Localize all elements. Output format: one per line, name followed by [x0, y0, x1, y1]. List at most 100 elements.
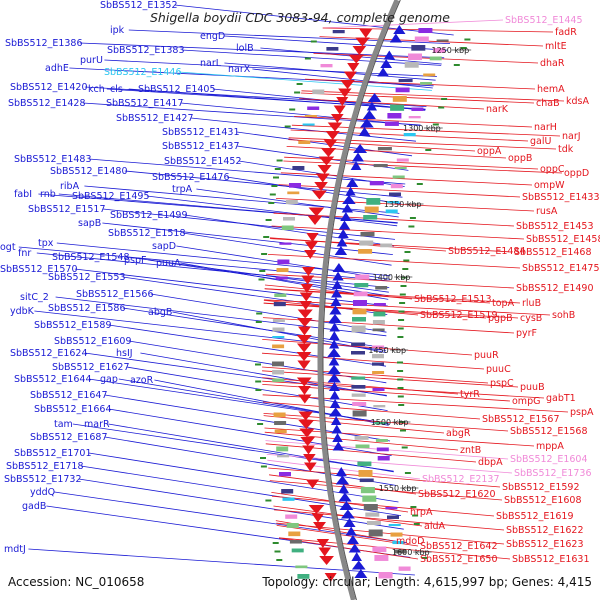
- annotation-box: [436, 39, 449, 42]
- plus-feature-arrow: [300, 437, 316, 446]
- left-feature-label: SbBS512_E1437: [162, 141, 240, 152]
- right-connector: [300, 92, 535, 104]
- minus-feature-arrow: [328, 382, 340, 391]
- plus-feature-arrow: [299, 428, 315, 438]
- gc-dash: [402, 268, 409, 270]
- annotation-box: [277, 455, 289, 458]
- gc-dash: [421, 557, 428, 559]
- gc-dash: [398, 404, 405, 406]
- left-feature-label: SbBS512_E1589: [34, 320, 112, 331]
- right-feature-label: SbBS512_E1513: [414, 294, 492, 305]
- right-connector: [262, 339, 473, 356]
- right-connector: [271, 225, 525, 240]
- annotation-box: [373, 311, 386, 317]
- annotation-box: [332, 30, 345, 34]
- gc-dash: [284, 125, 291, 128]
- gc-dash: [276, 559, 283, 561]
- minus-feature-arrow: [327, 373, 341, 383]
- right-feature-label: SbBS512_E1608: [504, 495, 582, 506]
- left-connector: [104, 436, 396, 486]
- annotation-box: [378, 572, 393, 579]
- gc-dash: [257, 423, 264, 425]
- left-feature-label: sapD: [152, 241, 176, 252]
- annotation-box: [279, 242, 292, 245]
- annotation-box: [353, 291, 368, 297]
- plus-feature-arrow: [303, 454, 316, 463]
- annotation-box: [281, 489, 294, 494]
- annotation-box: [411, 45, 426, 51]
- annotation-box: [390, 184, 403, 189]
- right-feature-label: oppA: [477, 146, 502, 157]
- plus-feature-arrow: [298, 386, 311, 395]
- right-feature-label: pyrF: [516, 328, 537, 339]
- right-feature-label: SbBS512_E1642: [420, 541, 498, 552]
- left-feature-label: SbBS512_E1417: [106, 98, 184, 109]
- left-connector: [108, 324, 387, 367]
- minus-feature-arrow: [350, 161, 362, 170]
- left-connector: [34, 310, 387, 351]
- left-feature-label: yddQ: [30, 487, 55, 498]
- gc-dash: [255, 380, 262, 383]
- left-feature-label: SbBS512_E1609: [54, 336, 132, 347]
- right-feature-label: puuB: [520, 382, 545, 393]
- left-connector: [124, 170, 403, 198]
- annotation-box: [272, 336, 285, 339]
- left-feature-label: azoR: [130, 375, 154, 386]
- left-feature-label: SbBS512_E1566: [76, 289, 154, 300]
- right-feature-label: zntB: [460, 445, 481, 456]
- annotation-box: [364, 206, 379, 213]
- plus-feature-arrow: [319, 556, 334, 565]
- left-feature-label: SbBS512_E1427: [116, 113, 194, 124]
- tick-label: 1500 kbp: [371, 418, 409, 427]
- right-feature-label: SbBS512_E1568: [510, 426, 588, 437]
- plus-strand-ring: [296, 29, 373, 582]
- right-connector: [265, 443, 477, 463]
- annotation-box: [390, 532, 403, 537]
- plus-feature-arrow: [298, 411, 314, 421]
- gc-dash: [260, 465, 267, 468]
- gc-dash: [304, 57, 311, 60]
- plus-feature-arrow: [297, 360, 311, 370]
- annotation-box: [392, 541, 405, 545]
- gc-dash: [256, 312, 263, 315]
- gc-dash: [296, 83, 303, 85]
- gc-dash: [397, 387, 404, 389]
- gc-dash: [276, 159, 283, 162]
- right-connector: [276, 198, 535, 212]
- gc-dash: [464, 38, 471, 41]
- left-feature-label: SbBS512_E1701: [14, 448, 92, 459]
- annotation-box: [360, 487, 375, 494]
- plus-feature-arrow: [311, 513, 325, 523]
- right-feature-label: abgR: [446, 428, 471, 439]
- annotation-box: [377, 456, 390, 461]
- gc-dash: [453, 64, 460, 66]
- right-feature-label: pspC: [490, 378, 514, 389]
- plus-feature-arrow: [302, 445, 315, 455]
- annotation-box: [354, 436, 369, 440]
- plus-feature-arrow: [314, 182, 328, 191]
- plus-feature-arrow: [338, 88, 352, 98]
- annotation-box: [272, 361, 284, 367]
- right-connector: [273, 212, 515, 227]
- plus-feature-arrow: [298, 326, 311, 336]
- annotation-box: [307, 106, 320, 110]
- annotation-box: [351, 342, 366, 346]
- gc-dash: [269, 193, 276, 196]
- right-feature-label: hrpA: [410, 507, 433, 518]
- annotation-box: [352, 410, 367, 417]
- right-connector: [294, 116, 533, 128]
- right-feature-label: pspA: [570, 407, 594, 418]
- gc-dash: [310, 40, 317, 43]
- left-feature-label: SbBS512_E1383: [107, 45, 185, 56]
- tick-label: 1350 kbp: [384, 200, 422, 209]
- minus-feature-arrow: [327, 348, 341, 357]
- left-feature-label: SbBS512_E1570: [0, 264, 78, 275]
- right-connector: [261, 366, 489, 384]
- right-feature-label: SbBS512_E1623: [506, 539, 584, 550]
- left-feature-label: gadB: [22, 501, 46, 512]
- annotation-box: [351, 351, 365, 355]
- annotation-box: [362, 495, 377, 502]
- plus-feature-arrow: [308, 207, 325, 217]
- annotation-box: [387, 515, 399, 519]
